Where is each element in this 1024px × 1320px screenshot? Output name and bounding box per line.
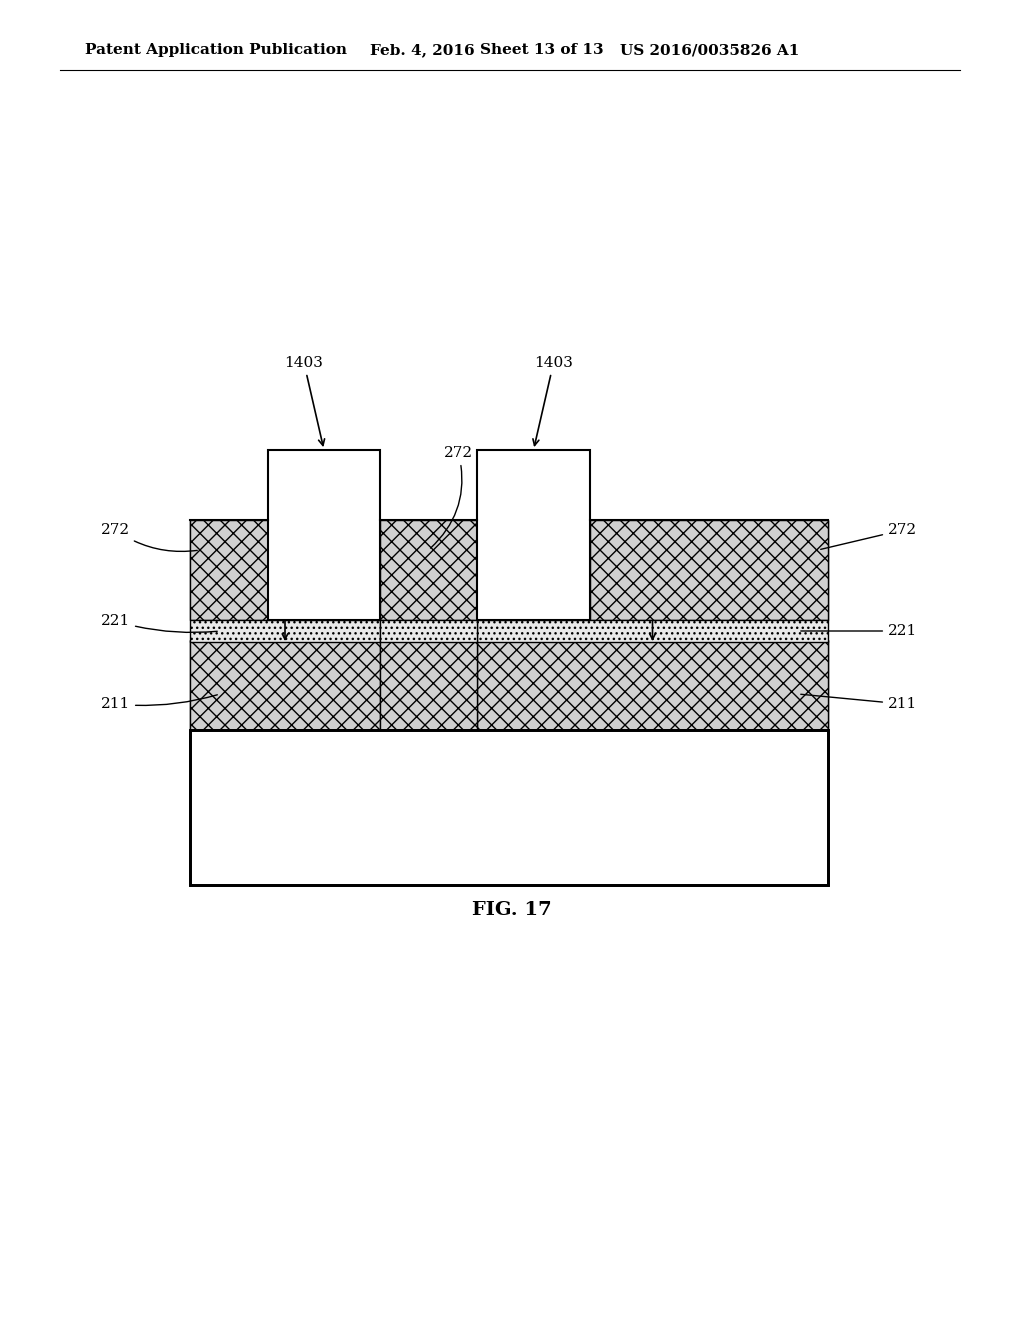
Bar <box>190 730 828 884</box>
Text: 272: 272 <box>820 523 918 549</box>
Text: 221: 221 <box>801 624 918 638</box>
Text: 1403: 1403 <box>532 356 573 445</box>
Bar <box>477 640 828 730</box>
Text: 211: 211 <box>100 694 217 711</box>
Text: US 2016/0035826 A1: US 2016/0035826 A1 <box>620 44 800 57</box>
Bar <box>380 640 477 730</box>
Bar <box>190 620 380 642</box>
Bar <box>380 520 477 620</box>
Bar <box>190 640 380 730</box>
Text: FIG. 17: FIG. 17 <box>472 902 552 919</box>
Text: 211: 211 <box>801 694 918 711</box>
Bar <box>268 450 380 620</box>
Bar <box>190 640 380 730</box>
Text: 272: 272 <box>430 446 473 548</box>
Bar <box>477 450 590 620</box>
Bar <box>190 730 828 884</box>
Bar <box>590 520 828 620</box>
Bar <box>380 520 477 620</box>
Bar <box>477 640 828 730</box>
Bar <box>477 620 828 642</box>
Bar <box>380 640 477 730</box>
Bar <box>190 520 268 620</box>
Bar <box>380 620 477 642</box>
Text: Feb. 4, 2016: Feb. 4, 2016 <box>370 44 475 57</box>
Bar <box>190 520 268 620</box>
Bar <box>590 520 828 620</box>
Text: Patent Application Publication: Patent Application Publication <box>85 44 347 57</box>
Text: 272: 272 <box>101 523 198 552</box>
Text: 221: 221 <box>100 614 217 632</box>
Text: 1403: 1403 <box>285 356 325 445</box>
Text: Sheet 13 of 13: Sheet 13 of 13 <box>480 44 603 57</box>
